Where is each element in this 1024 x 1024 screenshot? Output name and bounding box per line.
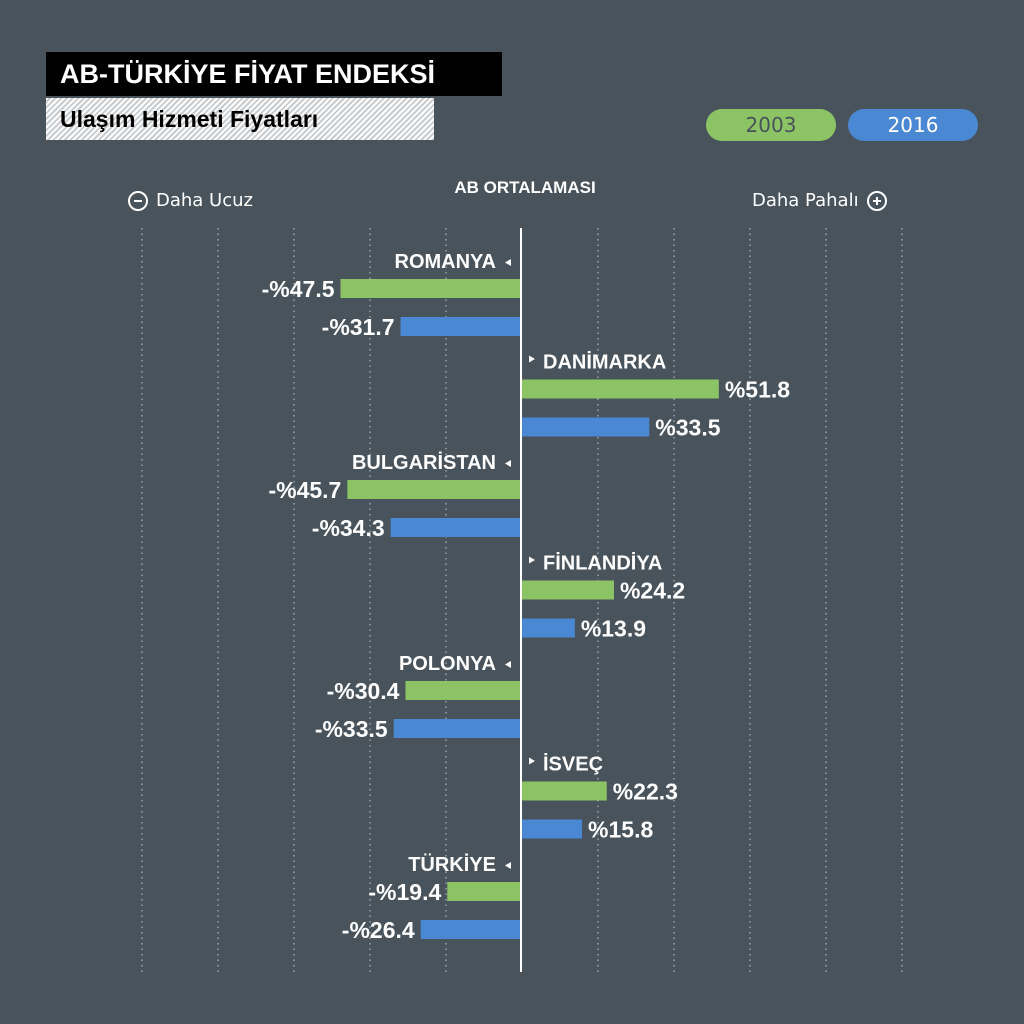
data-label: %15.8 [588, 817, 653, 843]
eu-average-label: AB ORTALAMASI [454, 178, 596, 197]
data-label: -%45.7 [268, 477, 341, 503]
legend-2003: 2003 [706, 109, 836, 141]
plus-circle-icon [866, 190, 887, 211]
data-label: -%34.3 [312, 515, 385, 541]
arrow-left-icon [505, 862, 511, 869]
country-label: TÜRKİYE [408, 853, 496, 876]
minus-circle-icon [128, 190, 148, 211]
data-label: -%47.5 [262, 276, 335, 302]
arrow-left-icon [505, 259, 511, 266]
bar-2003 [405, 681, 521, 700]
bar-2003 [522, 379, 719, 399]
arrow-left-icon [505, 661, 511, 668]
arrow-right-icon [529, 355, 535, 363]
bar-2016 [390, 518, 521, 537]
country-label: DANİMARKA [543, 351, 666, 374]
arrow-right-icon [529, 757, 535, 765]
bar-2016 [393, 719, 521, 738]
data-label: -%33.5 [315, 716, 388, 742]
bar-2016 [522, 417, 650, 437]
bar-2016 [522, 618, 575, 638]
data-label: -%19.4 [368, 879, 441, 905]
arrow-right-icon [529, 556, 535, 564]
country-label: POLONYA [399, 653, 496, 675]
data-label: -%30.4 [327, 678, 400, 704]
cheaper-text: Daha Ucuz [156, 190, 253, 211]
country-label: İSVEÇ [543, 753, 603, 776]
more-expensive-label: Daha Pahalı [752, 190, 887, 211]
data-label: %13.9 [581, 616, 646, 642]
bar-2016 [522, 819, 583, 839]
data-label: %33.5 [655, 415, 720, 441]
country-label: FİNLANDİYA [543, 552, 662, 575]
data-label: -%26.4 [342, 917, 415, 943]
country-label: BULGARİSTAN [352, 451, 496, 474]
chart-title: AB-TÜRKİYE FİYAT ENDEKSİ [46, 52, 502, 96]
data-label: %22.3 [613, 779, 678, 805]
legend-2016: 2016 [848, 109, 978, 141]
data-label: -%31.7 [322, 314, 395, 340]
bar-2003 [522, 781, 607, 801]
more-expensive-text: Daha Pahalı [752, 190, 859, 211]
bar-2003 [347, 480, 521, 499]
country-label: ROMANYA [395, 251, 497, 273]
chart-subtitle: Ulaşım Hizmeti Fiyatları [46, 98, 434, 140]
arrow-left-icon [505, 460, 511, 467]
data-label: %24.2 [620, 578, 685, 604]
bar-2016 [420, 920, 521, 939]
data-label: %51.8 [725, 377, 790, 403]
bar-2016 [400, 317, 521, 336]
bar-2003 [340, 279, 521, 298]
cheaper-label: Daha Ucuz [128, 190, 253, 211]
bar-2003 [447, 882, 521, 901]
bar-2003 [522, 580, 614, 600]
